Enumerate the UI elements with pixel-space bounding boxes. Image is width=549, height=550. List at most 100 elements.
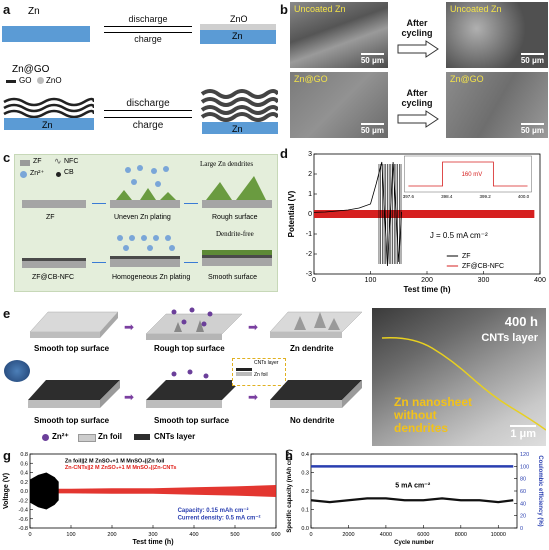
panel-d: d 0 100 200 300 400 -3 -2 -1 0 1 2 3 Test time (h) Po… bbox=[280, 146, 549, 300]
slab-cnts-plating bbox=[146, 369, 242, 408]
zn-label-top: Zn bbox=[28, 6, 40, 17]
sem-cnts-image: 400 h CNTs layer Zn nanosheet without de… bbox=[372, 308, 546, 446]
sem-label: Zn@GO bbox=[294, 74, 328, 84]
legend-cnts-swatch bbox=[134, 434, 150, 440]
y-tick-label: -2 bbox=[306, 251, 312, 258]
dendrite-free-label: Dendrite-free bbox=[216, 230, 254, 238]
x-tick-label: 400 bbox=[189, 532, 198, 538]
zno-layer bbox=[200, 24, 276, 30]
slab-zn-dendrite bbox=[269, 311, 363, 338]
series-zf-cb-nfc-band bbox=[314, 210, 535, 218]
y-tick-label: 2 bbox=[308, 171, 312, 178]
legend-cb-label: CB bbox=[64, 169, 74, 176]
y-tick-label: 0.8 bbox=[20, 452, 28, 458]
zn-bar-bottom-right-label: Zn bbox=[232, 124, 243, 134]
annotation-current: J = 0.5 mA cm⁻² bbox=[430, 231, 488, 240]
sem-label: Uncoated Zn bbox=[294, 4, 346, 14]
large-dendrites-label: Large Zn dendrites bbox=[200, 160, 254, 168]
zn-bar-top-right-label: Zn bbox=[232, 31, 243, 41]
y-right-tick-label: 0 bbox=[520, 526, 523, 532]
y-tick-label: 0.4 bbox=[301, 452, 309, 458]
zngo-schematic-right: Zn bbox=[200, 89, 278, 134]
zf-substrate-1 bbox=[22, 200, 86, 208]
smooth-surface-schematic bbox=[202, 250, 272, 266]
y-right-tick-label: 20 bbox=[520, 514, 526, 520]
zn-bar-top-right bbox=[200, 30, 276, 44]
rough-caption: Rough surface bbox=[212, 214, 258, 221]
y-tick-label: 0.6 bbox=[20, 461, 28, 467]
series-zn-cnts-band bbox=[30, 484, 276, 498]
after-cycling-bottom: After cycling bbox=[401, 88, 433, 108]
legend-zf-swatch bbox=[20, 160, 30, 166]
zno-legend-dot bbox=[37, 77, 44, 84]
hollow-arrow-bottom bbox=[397, 110, 439, 128]
sem-uncoated-before: Uncoated Zn 50 μm bbox=[290, 2, 388, 68]
arrow-c3 bbox=[92, 262, 106, 263]
legend-zf-label: ZF bbox=[462, 253, 471, 260]
x-tick-label: 0 bbox=[309, 532, 312, 538]
y-tick-label: -3 bbox=[306, 271, 312, 278]
scale-bar: 50 μm bbox=[520, 53, 544, 65]
panel-letter-b: b bbox=[280, 2, 288, 17]
x-tick-label: 400 bbox=[534, 277, 546, 284]
x-tick-label: 0 bbox=[312, 277, 316, 284]
panel-letter-d: d bbox=[280, 146, 288, 161]
x-tick-label: 200 bbox=[107, 532, 116, 538]
smooth-caption: Smooth surface bbox=[208, 274, 258, 281]
inset-x-tick-label: 397.6 bbox=[403, 194, 415, 199]
sem-uncoated-after: Uncoated Zn 50 μm bbox=[446, 2, 548, 68]
annotation-density: Current density: 0.5 mA cm⁻² bbox=[178, 515, 261, 522]
chart-d: 0 100 200 300 400 -3 -2 -1 0 1 2 3 Test time (h) Pote… bbox=[287, 151, 546, 294]
x-tick-label: 8000 bbox=[455, 532, 467, 538]
arrow-discharge-top bbox=[104, 26, 192, 27]
boundary-line bbox=[381, 336, 546, 431]
sem-zngo-after: Zn@GO 50 μm bbox=[446, 72, 548, 138]
slab-no-dendrite bbox=[270, 380, 362, 408]
scale-bar: 50 μm bbox=[360, 53, 384, 65]
go-legend-bar bbox=[6, 80, 16, 83]
y-axis-label: Voltage (V) bbox=[3, 473, 10, 509]
y-tick-label: 0.0 bbox=[301, 526, 309, 532]
nanosheet-label: Zn nanosheet without dendrites bbox=[394, 395, 473, 435]
caption-smooth-top-2: Smooth top surface bbox=[34, 416, 110, 425]
caption-smooth-top-3: Smooth top surface bbox=[154, 416, 230, 425]
y-tick-label: 0.1 bbox=[301, 508, 309, 514]
x-tick-label: 500 bbox=[230, 532, 239, 538]
x-tick-label: 0 bbox=[28, 532, 31, 538]
slab-smooth-top bbox=[29, 311, 119, 338]
x-tick-label: 2000 bbox=[342, 532, 354, 538]
inset-foil-label: Zn foil bbox=[254, 372, 268, 378]
inset-foil-bar bbox=[236, 372, 252, 376]
legend-zn-ion-label: Zn²⁺ bbox=[30, 170, 45, 177]
zn-bar-bottom-left-label: Zn bbox=[42, 120, 53, 130]
y-axis-label: Specific capacity (mAh cm⁻²) bbox=[286, 449, 293, 532]
y-tick-label: -0.4 bbox=[19, 508, 28, 514]
panel-letter-h: h bbox=[285, 448, 293, 463]
arrow-e1: ➡ bbox=[124, 320, 135, 334]
chart-g: 0 100 200 300 400 500 600 -0.8 -0.6 -0.4 -0.2 0.0 0.… bbox=[3, 452, 281, 546]
x-tick-label: 100 bbox=[66, 532, 75, 538]
charge-label-bottom: charge bbox=[132, 120, 164, 131]
x-tick-label: 300 bbox=[478, 277, 490, 284]
slab-rough-top bbox=[145, 307, 243, 340]
panel-letter-c: c bbox=[3, 150, 11, 165]
sem-label: Uncoated Zn bbox=[450, 4, 502, 14]
caption-zn-dendrite: Zn dendrite bbox=[290, 344, 334, 353]
cnts-blob-icon bbox=[4, 360, 30, 382]
arrow-charge-top bbox=[104, 32, 192, 33]
panel-letter-e: e bbox=[3, 306, 11, 321]
time-label: 400 h bbox=[504, 314, 538, 329]
x-tick-label: 200 bbox=[421, 277, 433, 284]
charge-label-top: charge bbox=[134, 34, 162, 44]
panel-f: f 400 h CNTs layer Zn nanosheet without … bbox=[370, 306, 549, 448]
discharge-label-bottom: discharge bbox=[126, 98, 170, 109]
y-right-tick-label: 80 bbox=[520, 477, 526, 483]
x-tick-label: 100 bbox=[365, 277, 377, 284]
legend-nfc-label: NFC bbox=[64, 158, 79, 165]
sem-zngo-before: Zn@GO 50 μm bbox=[290, 72, 388, 138]
y-right-tick-label: 60 bbox=[520, 489, 526, 495]
discharge-label-top: discharge bbox=[128, 14, 168, 24]
after-cycling-top: After cycling bbox=[401, 18, 433, 38]
x-tick-label: 10000 bbox=[491, 532, 506, 538]
go-legend-label: GO bbox=[19, 76, 32, 85]
